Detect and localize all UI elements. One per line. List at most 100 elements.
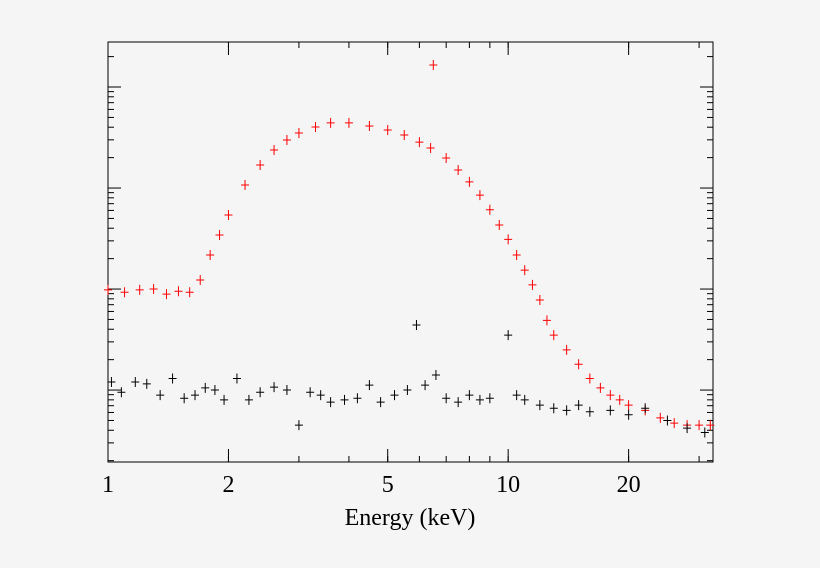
data-point	[142, 378, 151, 389]
data-point	[365, 380, 374, 391]
data-point	[485, 204, 494, 215]
data-point	[465, 390, 474, 401]
data-point	[201, 382, 210, 393]
data-point	[191, 390, 200, 401]
data-point	[624, 409, 633, 420]
data-point	[475, 190, 484, 201]
data-point	[311, 121, 320, 132]
data-point	[429, 60, 438, 71]
data-point	[210, 385, 219, 396]
data-point	[606, 390, 615, 401]
data-point	[549, 330, 558, 341]
data-point	[549, 403, 558, 414]
data-point	[535, 400, 544, 411]
data-point	[683, 423, 692, 434]
data-point	[504, 234, 513, 245]
data-point	[104, 284, 112, 295]
data-point	[535, 294, 544, 305]
data-point	[232, 373, 241, 384]
data-point	[606, 405, 615, 416]
data-point	[270, 144, 279, 155]
data-point	[131, 377, 140, 388]
data-point	[512, 390, 521, 401]
data-point	[224, 210, 233, 221]
data-point	[174, 286, 183, 297]
data-point	[383, 125, 392, 136]
data-point	[454, 397, 463, 408]
data-point	[495, 220, 504, 231]
data-point	[340, 394, 349, 405]
data-point	[663, 415, 672, 426]
data-point	[442, 393, 451, 404]
data-point	[241, 180, 250, 191]
data-point	[180, 393, 189, 404]
x-tick-label: 5	[382, 472, 394, 498]
data-point	[316, 390, 325, 401]
x-tick-label: 20	[617, 472, 641, 498]
data-point	[326, 117, 335, 128]
data-point	[415, 137, 424, 148]
data-point	[376, 397, 385, 408]
data-point	[294, 127, 303, 138]
data-point	[135, 284, 144, 295]
data-point	[465, 176, 474, 187]
data-point	[196, 274, 205, 285]
data-point	[431, 369, 440, 380]
data-point	[475, 394, 484, 405]
data-point	[206, 250, 215, 261]
data-point	[562, 344, 571, 355]
data-point	[353, 393, 362, 404]
data-point	[256, 387, 265, 398]
data-point	[149, 284, 158, 295]
data-point	[695, 420, 704, 431]
data-point	[520, 265, 529, 276]
data-point	[168, 373, 177, 384]
data-point	[344, 117, 353, 128]
x-axis-label: Energy (keV)	[345, 505, 476, 531]
data-point	[656, 412, 665, 423]
data-point	[504, 330, 513, 341]
data-point	[400, 129, 409, 140]
data-point	[454, 164, 463, 175]
data-point	[282, 385, 291, 396]
data-point	[326, 397, 335, 408]
x-tick-label: 1	[102, 472, 114, 498]
data-point	[615, 394, 624, 405]
data-point	[574, 400, 583, 411]
data-point	[641, 403, 650, 414]
data-point	[117, 387, 126, 398]
data-point	[485, 393, 494, 404]
data-point	[574, 359, 583, 370]
data-point	[107, 377, 116, 388]
data-point	[120, 287, 129, 298]
data-point	[542, 315, 551, 326]
data-point	[412, 320, 421, 331]
data-point	[426, 143, 435, 154]
data-point	[403, 385, 412, 396]
data-point	[520, 394, 529, 405]
data-point	[596, 382, 605, 393]
data-point	[162, 289, 171, 300]
x-tick-label: 2	[222, 472, 234, 498]
data-point	[156, 390, 165, 401]
data-point	[306, 387, 315, 398]
data-point	[282, 134, 291, 145]
data-point	[670, 418, 679, 429]
plot-frame	[107, 41, 714, 463]
data-point	[215, 229, 224, 240]
data-point	[624, 400, 633, 411]
x-tick-label: 10	[496, 472, 520, 498]
data-point	[421, 380, 430, 391]
data-point	[365, 121, 374, 132]
data-point	[270, 382, 279, 393]
data-point	[585, 373, 594, 384]
data-point	[706, 420, 715, 431]
data-point	[390, 390, 399, 401]
data-point	[185, 287, 194, 298]
data-point	[442, 153, 451, 164]
data-point	[562, 405, 571, 416]
data-point	[256, 160, 265, 171]
data-point	[700, 427, 709, 438]
